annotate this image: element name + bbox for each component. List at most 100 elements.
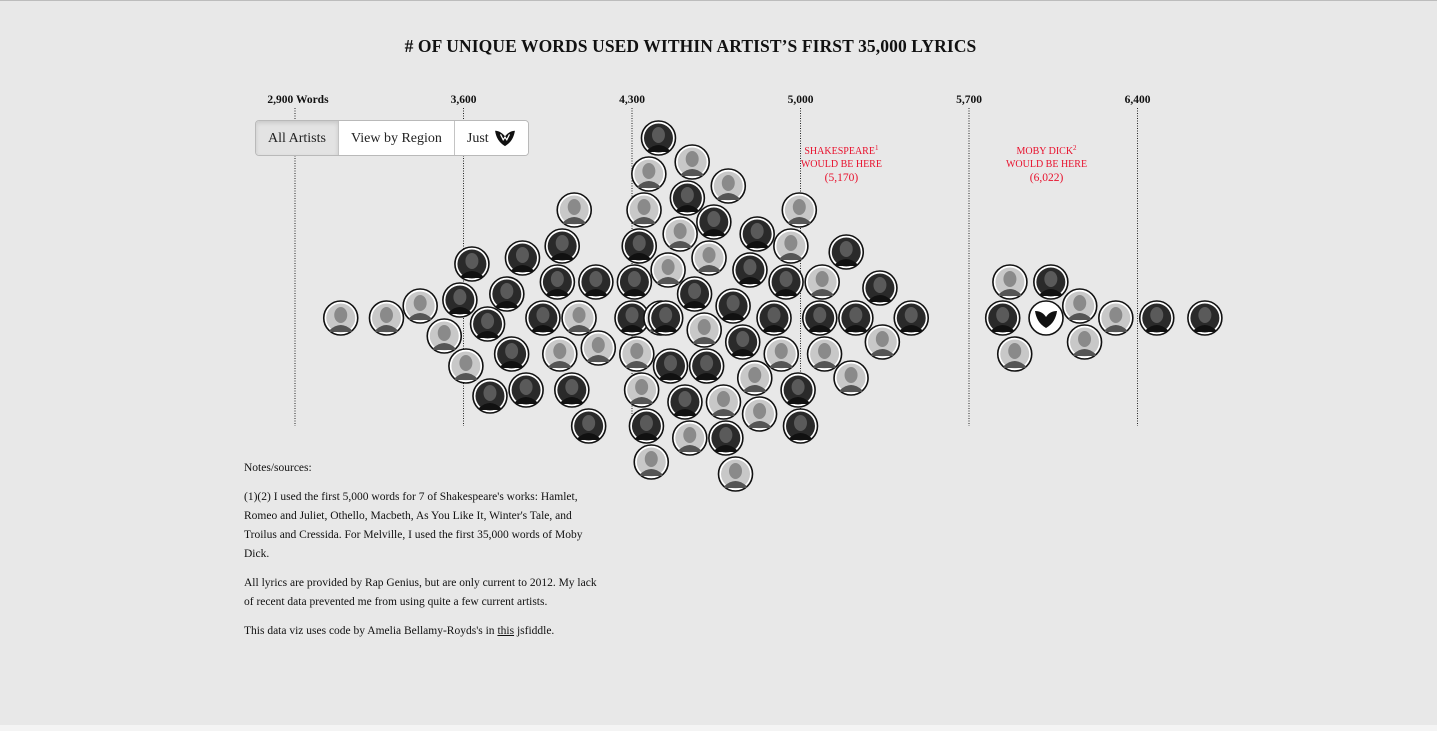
- artist-point[interactable]: [1033, 264, 1069, 300]
- artist-face-shape: [481, 313, 495, 329]
- artist-point[interactable]: [580, 330, 617, 366]
- artist-point[interactable]: [448, 348, 484, 384]
- notes-heading: Notes/sources:: [244, 462, 312, 474]
- artist-point[interactable]: [756, 300, 792, 336]
- artist-point[interactable]: [864, 324, 901, 360]
- artist-point[interactable]: [525, 300, 561, 336]
- artist-point[interactable]: [667, 384, 703, 420]
- artist-shoulders-shape: [329, 325, 352, 332]
- artist-point[interactable]: [472, 378, 508, 414]
- artist-point[interactable]: [640, 120, 677, 156]
- artist-point[interactable]: [686, 312, 723, 348]
- bottom-band: [0, 725, 1437, 731]
- artist-shoulders-shape: [621, 325, 643, 332]
- artist-point[interactable]: [442, 282, 478, 318]
- artist-point[interactable]: [650, 252, 686, 288]
- artist-point[interactable]: [893, 300, 930, 336]
- artist-point[interactable]: [763, 336, 800, 372]
- artist-point[interactable]: [322, 300, 359, 336]
- artist-face-shape: [1109, 307, 1123, 323]
- artist-point[interactable]: [674, 144, 710, 180]
- artist-point[interactable]: [1066, 324, 1103, 360]
- artist-point[interactable]: [561, 300, 597, 336]
- artist-point[interactable]: [676, 276, 713, 312]
- artist-point[interactable]: [1187, 300, 1223, 336]
- artist-point[interactable]: [782, 408, 819, 444]
- artist-point[interactable]: [1028, 300, 1064, 336]
- artist-point[interactable]: [708, 420, 744, 456]
- artist-point[interactable]: [621, 228, 658, 264]
- artist-point[interactable]: [368, 300, 405, 336]
- artist-point[interactable]: [544, 228, 580, 264]
- artist-point[interactable]: [647, 300, 684, 336]
- jsfiddle-link[interactable]: this: [497, 625, 515, 637]
- artist-point[interactable]: [705, 384, 742, 420]
- artist-point[interactable]: [554, 372, 590, 408]
- artist-face-shape: [582, 415, 596, 431]
- artist-point[interactable]: [781, 192, 818, 228]
- artist-point[interactable]: [426, 318, 463, 354]
- artist-point[interactable]: [570, 408, 607, 444]
- artist-point[interactable]: [541, 336, 578, 372]
- artist-point[interactable]: [710, 168, 747, 204]
- artist-point[interactable]: [614, 300, 650, 336]
- artist-point[interactable]: [628, 408, 665, 444]
- artist-point[interactable]: [1061, 288, 1098, 324]
- artist-point[interactable]: [504, 240, 541, 276]
- artist-point[interactable]: [717, 456, 754, 492]
- artist-point[interactable]: [556, 192, 593, 228]
- artist-point[interactable]: [715, 288, 751, 324]
- view-by-region-button[interactable]: View by Region: [337, 121, 454, 155]
- artist-face-shape: [334, 307, 348, 323]
- artist-point[interactable]: [736, 360, 773, 396]
- artist-point[interactable]: [633, 444, 670, 480]
- artist-point[interactable]: [739, 216, 775, 252]
- artist-point[interactable]: [691, 240, 727, 276]
- artist-point[interactable]: [626, 192, 662, 228]
- artist-point[interactable]: [838, 300, 874, 336]
- artist-point[interactable]: [806, 336, 843, 372]
- artist-point[interactable]: [539, 264, 576, 300]
- artist-point[interactable]: [493, 336, 530, 372]
- all-artists-button[interactable]: All Artists: [256, 121, 338, 155]
- artist-shoulders-shape: [712, 409, 735, 416]
- artist-face-shape: [726, 295, 740, 311]
- artist-point[interactable]: [724, 324, 761, 360]
- artist-point[interactable]: [1138, 300, 1175, 336]
- artist-point[interactable]: [696, 204, 732, 240]
- artist-point[interactable]: [992, 264, 1028, 300]
- artist-point[interactable]: [662, 216, 698, 252]
- artist-point[interactable]: [996, 336, 1033, 372]
- artist-point[interactable]: [862, 270, 898, 306]
- artist-point[interactable]: [828, 234, 865, 270]
- artist-point[interactable]: [768, 264, 804, 300]
- artist-point[interactable]: [669, 180, 706, 216]
- artist-point[interactable]: [508, 372, 544, 408]
- artist-point[interactable]: [833, 360, 869, 396]
- artist-point[interactable]: [671, 420, 708, 456]
- artist-point[interactable]: [984, 300, 1021, 336]
- artist-point[interactable]: [454, 246, 490, 282]
- artist-point[interactable]: [469, 306, 506, 342]
- artist-point[interactable]: [773, 228, 809, 264]
- artist-point[interactable]: [578, 264, 614, 300]
- artist-point[interactable]: [1098, 300, 1134, 336]
- artist-point[interactable]: [402, 288, 438, 324]
- artist-point[interactable]: [780, 372, 816, 408]
- artist-point[interactable]: [732, 252, 768, 288]
- artist-point[interactable]: [804, 264, 840, 300]
- artist-point[interactable]: [489, 276, 525, 312]
- artist-point[interactable]: [623, 372, 660, 408]
- tick-label-4: 5,700: [956, 94, 982, 106]
- artist-point[interactable]: [688, 348, 725, 384]
- artist-shoulders-shape: [808, 325, 831, 332]
- artist-point[interactable]: [652, 348, 689, 384]
- artist-point[interactable]: [631, 156, 667, 192]
- artist-point[interactable]: [616, 264, 653, 300]
- artist-point[interactable]: [801, 300, 838, 336]
- artist-point[interactable]: [619, 336, 655, 372]
- artist-face-shape: [707, 211, 721, 227]
- just-wu-tang-button[interactable]: Just: [453, 121, 528, 155]
- artist-point[interactable]: [741, 396, 778, 432]
- artist-shoulders-shape: [681, 169, 704, 176]
